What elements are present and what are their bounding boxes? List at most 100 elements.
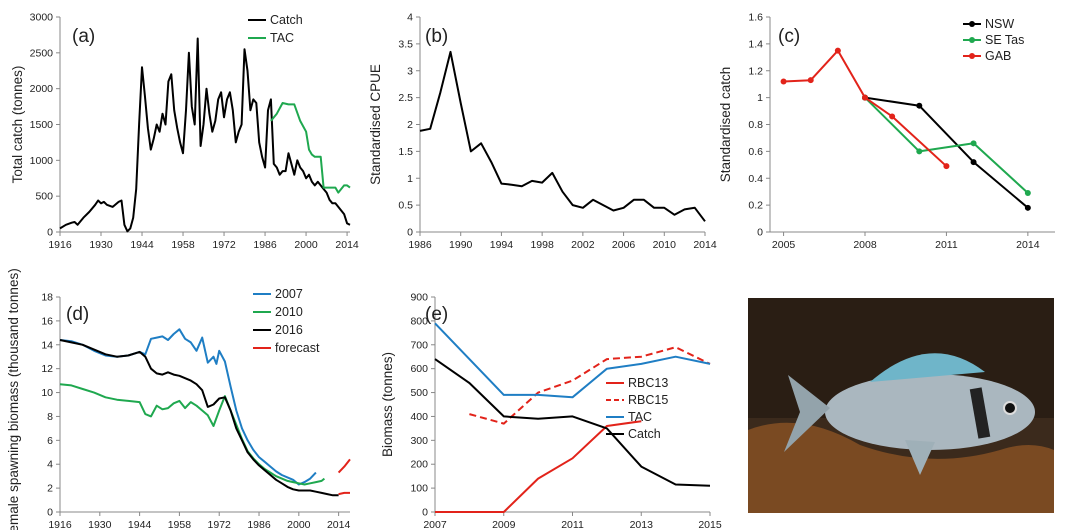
y-tick-label: 1 [407,173,413,185]
y-tick-label: 1.4 [748,38,763,50]
x-tick-label: 1958 [168,519,192,530]
series-line-2010 [59,383,326,486]
x-tick-label: 1994 [490,239,514,251]
y-tick-label: 1.2 [748,65,763,77]
y-tick-label: 0 [47,507,53,519]
y-tick-label: 500 [410,387,428,399]
data-point [970,140,977,147]
y-tick-label: 2 [407,119,413,131]
y-tick-label: 0 [422,507,428,519]
data-point [889,113,896,120]
x-tick-label: 2011 [561,519,584,530]
y-tick-label: 2.5 [398,92,413,104]
legend-label: 2010 [275,305,303,319]
series-line-tac [434,322,711,399]
y-tick-label: 10 [41,387,53,399]
y-tick-label: 500 [35,191,53,203]
x-tick-label: 1990 [449,239,473,251]
y-tick-label: 0.2 [748,200,763,212]
y-tick-label: 14 [41,339,53,351]
y-tick-label: 1500 [30,119,54,131]
series-line-2016 [59,339,339,497]
y-tick-label: 3000 [30,12,54,24]
data-point [1024,204,1031,211]
y-tick-label: 0 [757,227,763,239]
y-axis-title: Biomass (tonnes) [380,352,395,457]
data-point [834,47,841,54]
panel-label: (c) [778,26,800,47]
y-tick-label: 200 [410,459,428,471]
data-point [970,159,977,166]
panel-label: (b) [425,26,448,47]
panel-c: 0 0.2 0.4 0.6 0.8 1 1.2 1.4 1.6 2005 2008 2011 2014 S… [718,12,1055,251]
series-line-rbc13 [435,420,642,513]
y-tick-label: 3.5 [398,38,413,50]
data-point [1024,190,1031,197]
legend-label: 2016 [275,323,303,337]
x-tick-label: 1998 [530,239,554,251]
y-tick-label: 16 [41,315,53,327]
y-tick-label: 12 [41,363,53,375]
x-tick-label: 2014 [335,239,359,251]
y-tick-label: 2500 [30,47,54,59]
series-line-forecast [337,458,351,474]
y-axis-title: Standardised catch [718,67,733,183]
panel-label: (d) [66,304,89,325]
x-tick-label: 2008 [853,239,877,251]
legend-marker [969,21,975,27]
x-tick-label: 1944 [128,519,152,530]
panel-a: 0 500 1000 1500 2000 2500 3000 1916 1930 1944 1958… [10,12,359,252]
panel-d: 0 2 4 6 8 10 12 14 16 18 1916 1930 1944 1958 1972 1986 2… [6,268,351,530]
panel-b: 0 0.5 1 1.5 2 2.5 3 3.5 4 1986 1990 1994 1998 2002 200… [368,12,717,252]
y-axis-title: Female spawning biomass (thousand tonnes… [6,268,21,530]
y-tick-label: 0 [407,227,413,239]
x-tick-label: 1986 [408,239,432,251]
data-point [943,163,950,170]
x-tick-label: 1972 [212,239,236,251]
series-line [338,491,350,496]
x-tick-label: 1986 [253,239,277,251]
y-tick-label: 400 [410,411,428,423]
y-tick-label: 700 [410,339,428,351]
x-tick-label: 1930 [88,519,112,530]
y-tick-label: 1000 [30,155,54,167]
y-axis-title: Total catch (tonnes) [10,66,25,184]
legend-marker [969,37,975,43]
fish-tail [784,375,830,452]
x-tick-label: 2005 [772,239,796,251]
x-tick-label: 1930 [89,239,113,251]
x-tick-label: 1916 [48,519,72,530]
legend-label: Catch [628,427,661,441]
legend-label: SE Tas [985,33,1024,47]
series-line-catch [434,358,711,487]
y-tick-label: 0.4 [748,173,763,185]
y-tick-label: 100 [410,483,428,495]
data-point [780,78,787,85]
series-line [419,50,706,222]
y-tick-label: 1 [757,92,763,104]
legend-marker [969,53,975,59]
x-tick-label: 2013 [630,519,654,530]
y-tick-label: 2 [47,483,53,495]
y-tick-label: 900 [410,292,428,304]
series-line-se-tas [864,96,1029,194]
y-tick-label: 4 [47,459,53,471]
y-tick-label: 2000 [30,83,54,95]
y-tick-label: 600 [410,363,428,375]
data-point [862,94,868,101]
y-tick-label: 1.6 [748,12,763,24]
x-tick-label: 2014 [693,239,717,251]
panel-label: (a) [72,26,95,47]
legend-label: Catch [270,13,303,27]
legend-label: forecast [275,341,320,355]
legend-label: TAC [270,31,294,45]
legend-label: RBC15 [628,393,668,407]
x-tick-label: 2010 [653,239,677,251]
legend-label: RBC13 [628,376,668,390]
y-tick-label: 18 [41,292,53,304]
x-tick-label: 1986 [247,519,271,530]
series-line-nsw [864,96,1029,209]
y-tick-label: 0.6 [748,146,763,158]
y-tick-label: 800 [410,315,428,327]
